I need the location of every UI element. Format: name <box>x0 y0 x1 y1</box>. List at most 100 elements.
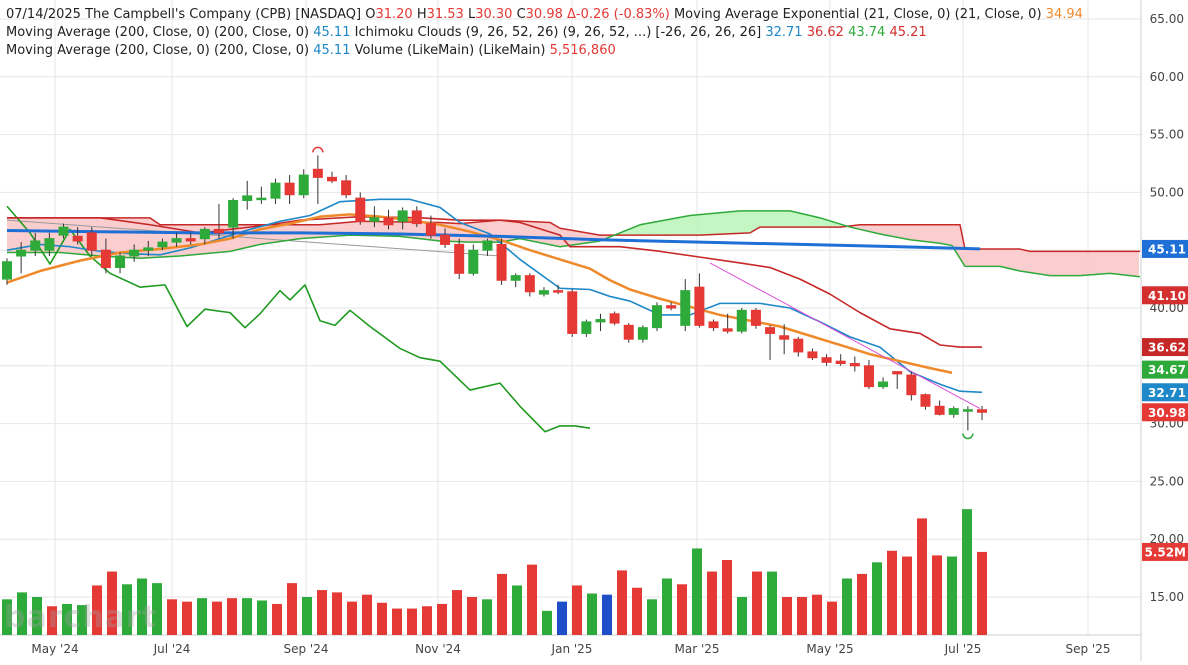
legend-date: 07/14/2025 <box>6 7 81 22</box>
candle-body <box>199 228 210 240</box>
candle-body <box>609 313 620 324</box>
legend-change: Δ-0.26 (-0.83%) <box>567 7 670 22</box>
chart-legend: 07/14/2025 The Campbell's Company (CPB) … <box>6 6 1083 60</box>
price-badge-label: 45.11 <box>1148 242 1186 256</box>
volume-bar <box>347 601 357 635</box>
candle-body <box>369 217 380 222</box>
barchart-watermark: barchart <box>4 600 158 635</box>
volume-bar <box>767 571 777 635</box>
candle-body <box>680 290 691 326</box>
volume-bar <box>557 601 567 635</box>
volume-bar <box>197 598 207 635</box>
candle-body <box>454 243 465 274</box>
price-badges: 45.11 41.10 36.62 34.67 32.71 30.98 5.52M <box>1142 239 1188 561</box>
downtrend-line <box>709 262 981 410</box>
candle-body <box>666 305 677 309</box>
candle-body <box>821 357 832 363</box>
candle-body <box>100 249 111 269</box>
volume-bar <box>17 592 27 635</box>
legend-ichimoku-base: 36.62 <box>806 25 844 40</box>
legend-line-3: Moving Average (200, Close, 0) (200, Clo… <box>6 42 1083 60</box>
price-tick-label: 65.00 <box>1150 12 1184 26</box>
candle-body <box>863 365 874 388</box>
volume-bar <box>812 594 822 635</box>
legend-volume-params: (LikeMain) <box>478 43 546 58</box>
volume-bar <box>602 594 612 635</box>
candle-body <box>595 319 606 323</box>
candle-body <box>581 321 592 334</box>
volume-bar <box>497 573 507 635</box>
volume-bar <box>437 603 447 635</box>
ma-200-line <box>6 229 981 251</box>
candle-body <box>722 328 733 332</box>
volume-bar <box>872 562 882 635</box>
volume-bar <box>332 592 342 635</box>
candle-body <box>171 238 182 243</box>
candle-body <box>482 240 493 251</box>
candle-body <box>538 290 549 295</box>
candle-body <box>58 226 69 236</box>
volume-bar <box>617 570 627 635</box>
volume-bar <box>467 597 477 635</box>
candle-body <box>736 309 747 332</box>
legend-ichimoku-params: (9, 26, 52, ...) <box>562 25 652 40</box>
candle-body <box>213 228 224 234</box>
legend-ma2-name: Moving Average (200, Close, 0) <box>6 43 210 58</box>
x-tick-label: Sep '25 <box>1066 642 1111 656</box>
candle-body <box>397 210 408 222</box>
legend-close-value: 30.98 <box>525 7 563 22</box>
volume-bar <box>677 584 687 635</box>
ichimoku-span-a-line <box>7 210 1141 278</box>
volume-bar <box>902 556 912 635</box>
candle-body <box>920 394 931 407</box>
price-tick-label: 60.00 <box>1150 70 1184 84</box>
volume-bar <box>977 551 987 635</box>
volume-bars <box>2 509 987 635</box>
axis-labels: 65.0060.0055.0050.0045.0040.0035.0030.00… <box>31 12 1184 656</box>
price-tick-label: 55.00 <box>1150 128 1184 142</box>
legend-close-label: C <box>516 7 526 22</box>
candle-body <box>934 405 945 415</box>
volume-bar <box>167 599 177 635</box>
volume-bar <box>737 597 747 635</box>
volume-bar <box>182 601 192 635</box>
legend-volume-name: Volume (LikeMain) <box>354 43 475 58</box>
legend-ema-value: 34.94 <box>1045 7 1083 22</box>
volume-bar <box>572 585 582 635</box>
candle-body <box>72 235 83 242</box>
legend-ichimoku-conversion: 32.71 <box>765 25 803 40</box>
volume-bar <box>152 583 162 635</box>
candle-body <box>256 197 267 201</box>
legend-high-value: 31.53 <box>426 7 464 22</box>
price-tick-label: 50.00 <box>1150 185 1184 199</box>
candle-body <box>637 327 648 340</box>
legend-open-label: O <box>365 7 376 22</box>
candle-body <box>440 234 451 245</box>
candle-body <box>948 408 959 415</box>
candle-body <box>383 217 394 226</box>
volume-bar <box>782 597 792 635</box>
cloud-bullish <box>615 210 849 236</box>
legend-ema-params: (21, Close, 0) <box>954 7 1042 22</box>
legend-ichimoku-span-a: 43.74 <box>848 25 886 40</box>
candle-body <box>553 290 564 293</box>
volume-bar <box>512 585 522 635</box>
volume-bar <box>827 601 837 635</box>
candle-body <box>977 409 987 413</box>
volume-bar <box>932 555 942 635</box>
volume-bar <box>692 548 702 635</box>
volume-bar <box>947 556 957 635</box>
x-tick-label: Jul '24 <box>153 642 191 656</box>
candle-body <box>694 286 705 326</box>
x-tick-label: Nov '24 <box>415 642 461 656</box>
candle-body <box>16 249 27 257</box>
legend-low-label: L <box>467 7 476 22</box>
volume-bar <box>107 571 117 635</box>
volume-bar <box>212 601 222 635</box>
volume-bar <box>842 578 852 635</box>
volume-bar <box>752 571 762 635</box>
price-badge-label: 5.52M <box>1144 545 1186 559</box>
price-badge-label: 36.62 <box>1148 341 1186 355</box>
